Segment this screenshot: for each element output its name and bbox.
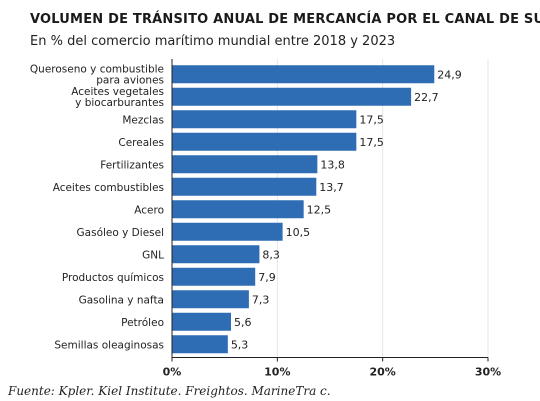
bar [172,155,318,174]
chart-subtitle: En % del comercio marítimo mundial entre… [30,34,396,49]
bar [172,335,228,354]
category-label: Acero [134,204,164,216]
value-label: 17,5 [359,113,384,126]
category-label: Aceites combustibles [53,182,164,194]
bar [172,312,231,331]
category-label: para aviones [96,74,164,86]
value-label: 22,7 [414,91,439,104]
category-label: Aceites vegetales [71,86,164,98]
x-tick-label: 30% [475,366,501,379]
value-label: 13,7 [319,181,344,194]
bar [172,110,357,129]
value-label: 7,3 [252,293,269,306]
value-label: 13,8 [320,158,345,171]
bar-chart: 24,9 22,7 17,5 17,5 13,8 13,7 12,5 10,5 8,3 7,9 7,… [30,59,501,379]
category-label: Productos químicos [62,272,164,284]
x-tick-label: 0% [163,366,182,379]
bar [172,177,317,196]
category-label: GNL [142,249,164,261]
bar [172,222,283,241]
value-label: 5,6 [234,316,252,329]
bar [172,87,412,106]
bar [172,132,357,151]
category-label: Fertilizantes [100,159,164,171]
bar [172,267,256,286]
x-axis: 0% 10% 20% 30% [163,59,501,379]
category-label: Cereales [118,137,164,149]
value-label: 8,3 [262,248,280,261]
bar [172,65,435,84]
x-tick-label: 10% [264,366,290,379]
source-note: Fuente: Kpler. Kiel Institute. Freightos… [8,384,331,398]
category-label: Mezclas [122,114,164,126]
bars [172,65,435,354]
value-label: 5,3 [231,338,249,351]
category-label: Queroseno y combustible [30,63,164,75]
chart-title: VOLUMEN DE TRÁNSITO ANUAL DE MERCANCÍA P… [30,12,540,27]
category-label: y biocarburantes [75,97,164,109]
category-label: Semillas oleaginosas [54,339,164,351]
bar [172,200,304,219]
value-label: 10,5 [286,226,311,239]
category-label: Petróleo [121,317,164,329]
value-label: 17,5 [359,136,384,149]
value-label: 12,5 [307,203,332,216]
bar [172,290,249,309]
value-labels: 24,9 22,7 17,5 17,5 13,8 13,7 12,5 10,5 8,3 7,9 7,… [231,68,462,351]
bar [172,245,260,264]
category-label: Gasóleo y Diesel [77,227,164,239]
category-label: Gasolina y nafta [79,294,164,306]
value-label: 24,9 [437,68,462,81]
x-tick-label: 20% [369,366,395,379]
value-label: 7,9 [258,271,276,284]
